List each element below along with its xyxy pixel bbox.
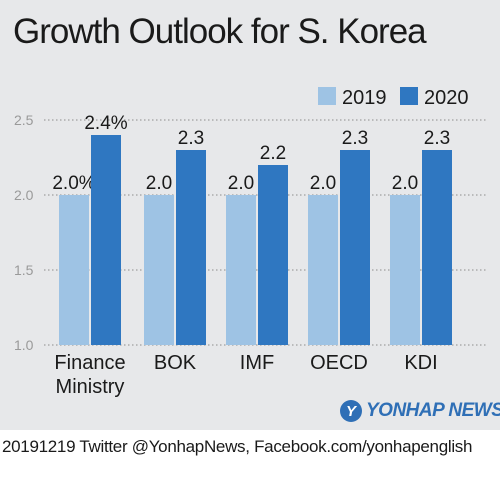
bar-2020 <box>258 165 288 345</box>
data-label: 2.0 <box>146 173 172 194</box>
x-tick-label: Ministry <box>56 376 125 398</box>
bar-2020 <box>91 135 121 345</box>
legend-label: 2019 <box>342 87 387 109</box>
yonhap-logo: Y YONHAP NEWS <box>340 398 500 424</box>
bar-2019 <box>226 195 256 345</box>
footer-credit: 20191219 Twitter @YonhapNews, Facebook.c… <box>2 437 473 456</box>
data-label: 2.2 <box>260 143 286 164</box>
data-label: 2.4% <box>84 113 127 134</box>
x-tick-label: BOK <box>154 352 197 374</box>
bar-2020 <box>422 150 452 345</box>
y-tick-label: 1.5 <box>14 262 34 278</box>
legend-label: 2020 <box>424 87 469 109</box>
bar-2019 <box>308 195 338 345</box>
bar-2019 <box>144 195 174 345</box>
y-tick-label: 2.5 <box>14 112 34 128</box>
data-label: 2.0 <box>392 173 418 194</box>
legend-swatch <box>400 87 418 105</box>
y-tick-label: 1.0 <box>14 337 34 353</box>
data-label: 2.0 <box>228 173 254 194</box>
yonhap-logo-text: YONHAP NEWS <box>366 400 500 421</box>
x-tick-label: Finance <box>54 352 125 374</box>
y-tick-label: 2.0 <box>14 187 34 203</box>
legend-swatch <box>318 87 336 105</box>
x-tick-label: IMF <box>240 352 274 374</box>
chart-title: Growth Outlook for S. Korea <box>13 12 427 51</box>
bar-2020 <box>176 150 206 345</box>
data-label: 2.3 <box>178 128 204 149</box>
data-label: 2.3 <box>424 128 450 149</box>
yonhap-logo-icon: Y <box>340 400 362 422</box>
data-label: 2.0% <box>52 173 95 194</box>
x-tick-label: KDI <box>404 352 437 374</box>
data-label: 2.0 <box>310 173 336 194</box>
bar-2019 <box>390 195 420 345</box>
x-tick-label: OECD <box>310 352 368 374</box>
data-label: 2.3 <box>342 128 368 149</box>
bar-2020 <box>340 150 370 345</box>
bar-chart: 1.0 1.5 2.0 2.5 2019 2020 2.0% 2.4% FinanceMinis… <box>14 87 488 398</box>
bar-2019 <box>59 195 89 345</box>
